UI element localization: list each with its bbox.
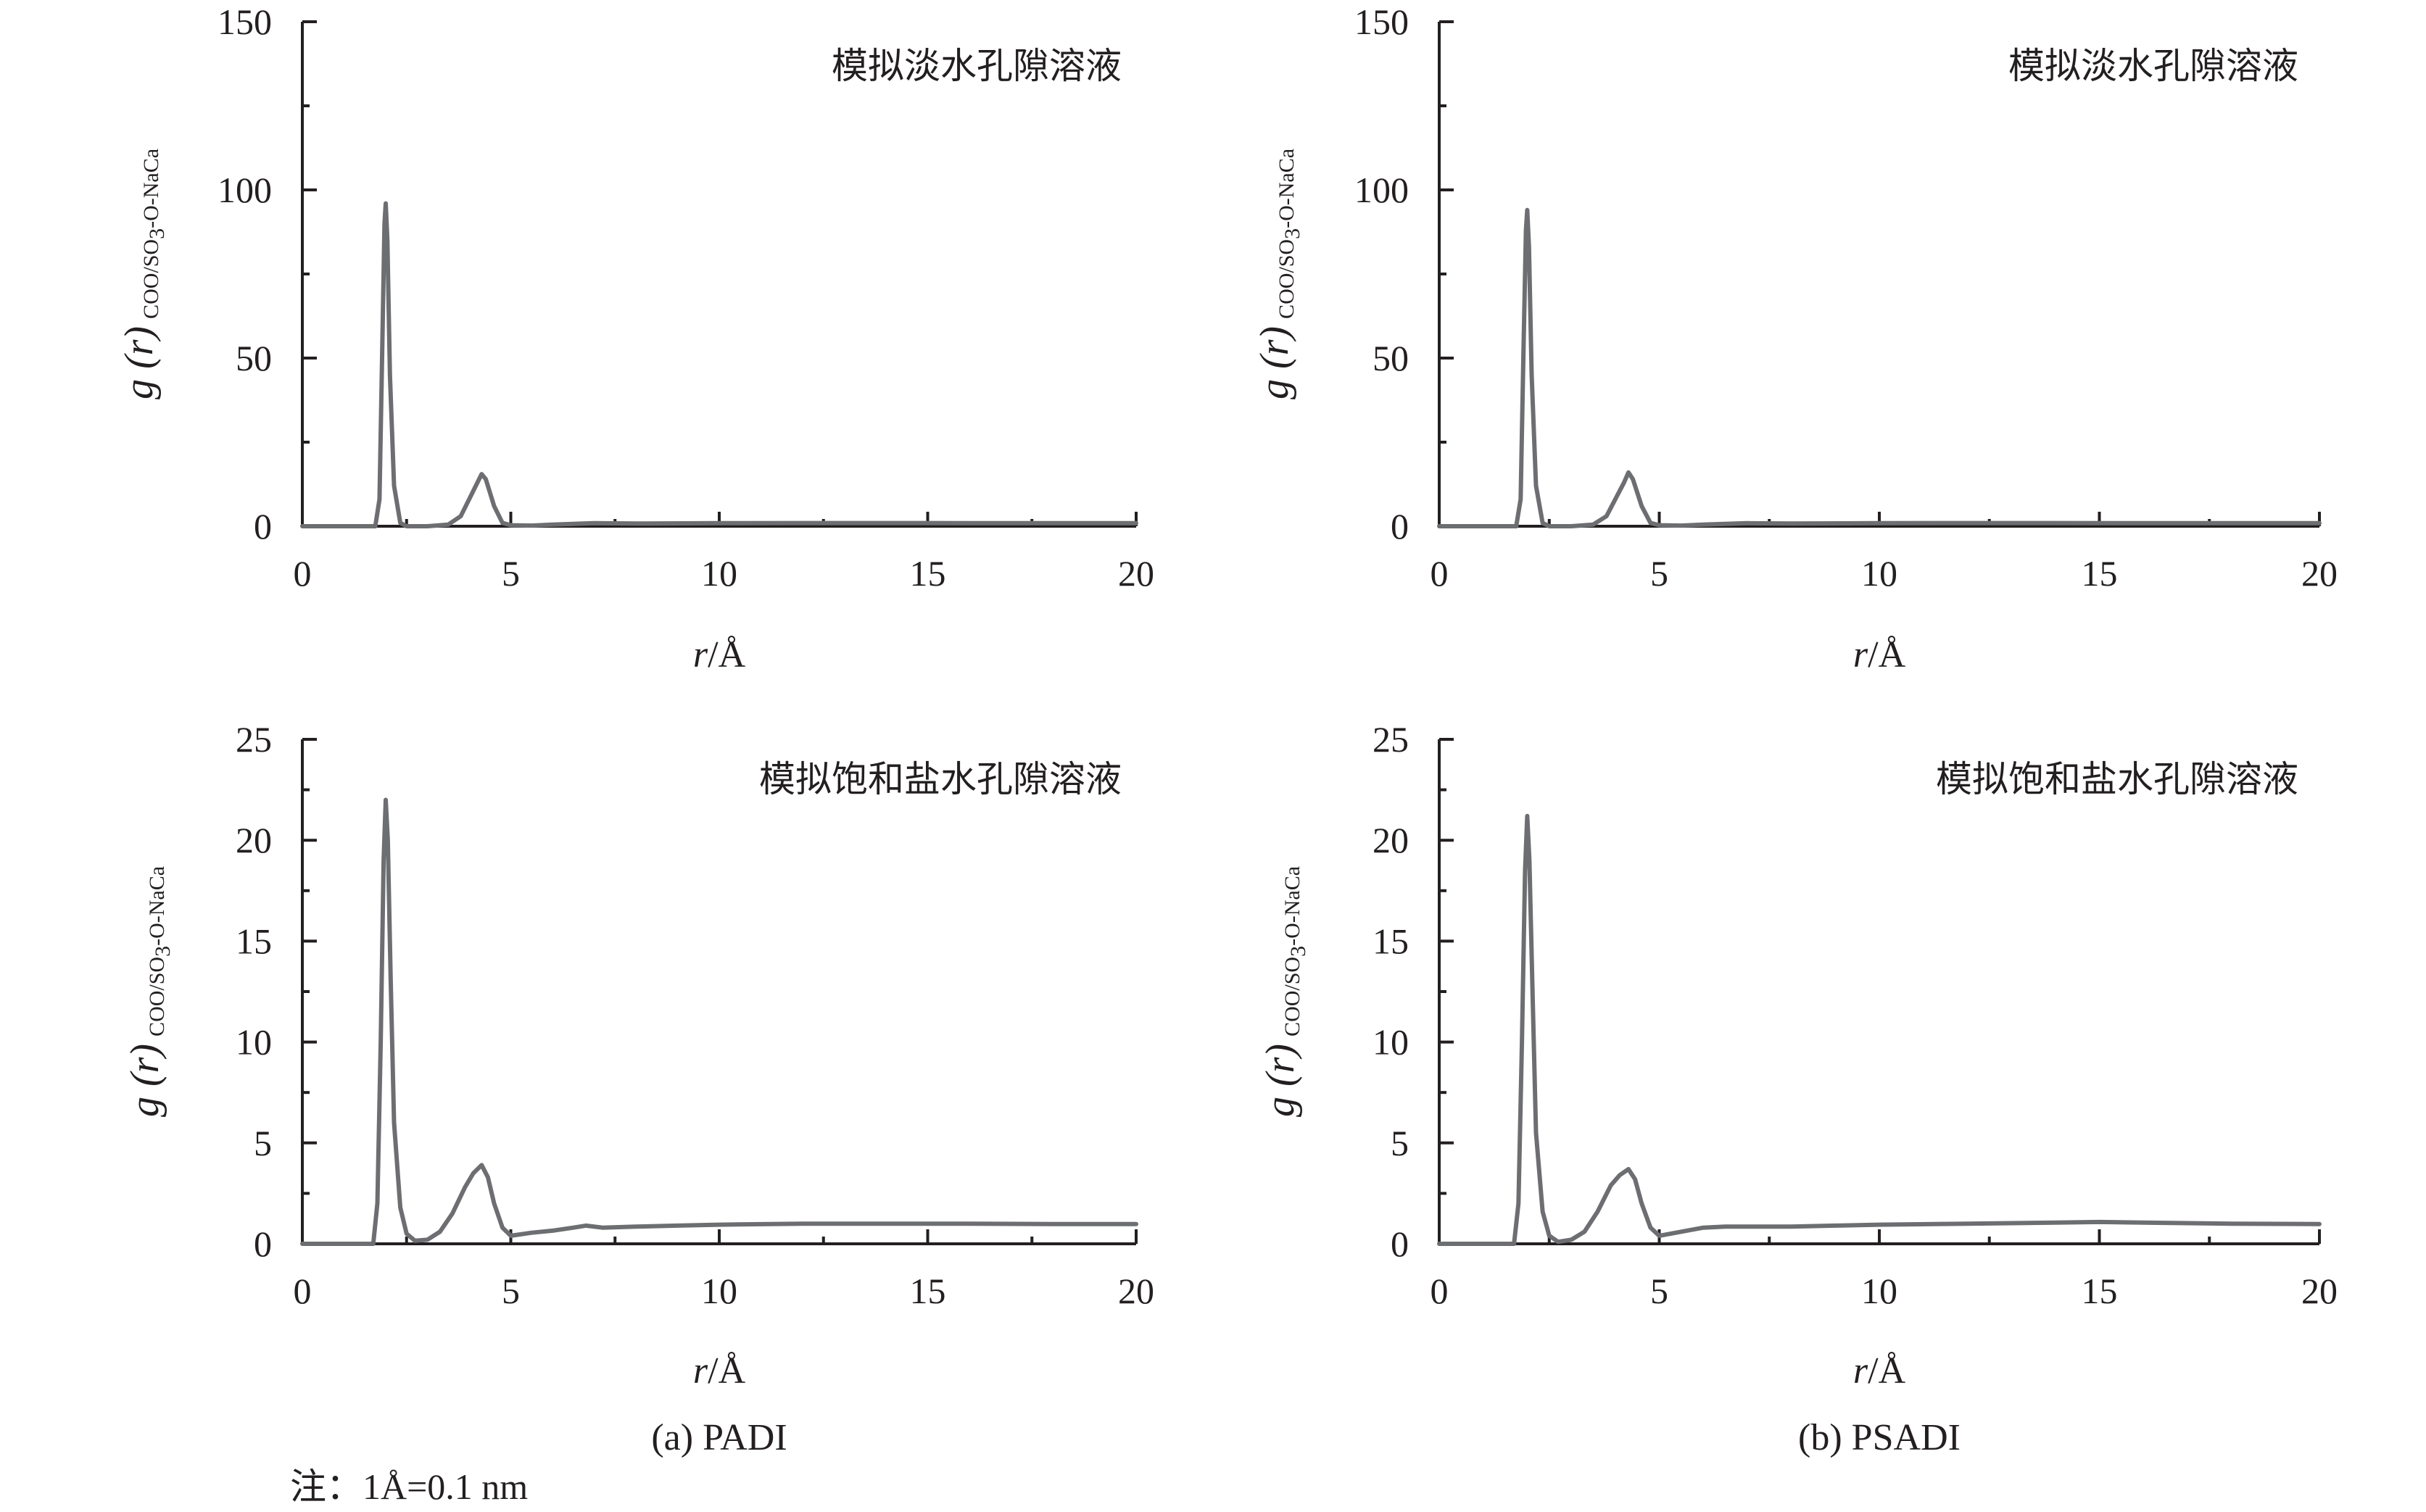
x-tick-label: 15 [2082, 553, 2118, 594]
y-tick-label: 5 [1391, 1123, 1409, 1163]
series-line [300, 201, 1138, 528]
tick-layer: 0 5 10 15 20 0 5 10 15 20 25 [236, 719, 1154, 1311]
series-layer [1437, 207, 2322, 528]
y-tick-label: 100 [1354, 170, 1409, 210]
series-layer [1437, 813, 2322, 1246]
axes-frame [301, 739, 1136, 1245]
y-tick-label: 0 [254, 506, 272, 547]
y-axis-title: g (r)COO/SO3-O-NaCa [117, 149, 169, 399]
tick-layer: 0 5 10 15 20 0 5 10 15 20 25 [1373, 719, 2338, 1311]
x-tick-label: 20 [1118, 553, 1154, 594]
y-tick-label: 15 [236, 921, 272, 961]
x-tick-label: 0 [294, 1271, 312, 1311]
series-layer [300, 201, 1138, 528]
y-tick-label: 15 [1373, 921, 1409, 961]
x-axis-title: r/Å [693, 1350, 746, 1392]
y-axis-title: g (r)COO/SO3-O-NaCa [123, 866, 175, 1117]
x-tick-label: 15 [910, 553, 946, 594]
caption-b: (b) PSADI [1798, 1417, 1961, 1458]
x-tick-label: 10 [701, 553, 737, 594]
y-tick-label: 0 [254, 1224, 272, 1264]
y-tick-label: 10 [1373, 1022, 1409, 1063]
x-tick-label: 5 [502, 553, 520, 594]
panel-b-bottom: 模拟饱和盐水孔隙溶液 0 5 10 15 20 0 5 10 15 20 25 r/Å g (r)C… [1258, 719, 2338, 1392]
series-line [300, 797, 1138, 1246]
x-tick-label: 20 [2301, 1271, 2338, 1311]
x-tick-label: 20 [2301, 553, 2338, 594]
y-tick-label: 150 [1354, 1, 1409, 42]
y-tick-label: 50 [236, 338, 272, 378]
y-tick-label: 100 [218, 170, 272, 210]
y-tick-label: 50 [1373, 338, 1409, 378]
series-line [1437, 813, 2322, 1246]
x-tick-label: 20 [1118, 1271, 1154, 1311]
panel-a-top: 模拟淡水孔隙溶液 0 5 10 15 20 0 50 100 150 r/Å g (r)COO/… [117, 1, 1154, 676]
y-tick-label: 0 [1391, 506, 1409, 547]
x-tick-label: 5 [1650, 1271, 1668, 1311]
y-tick-label: 0 [1391, 1224, 1409, 1264]
series-line [1437, 207, 2322, 528]
x-tick-label: 15 [2082, 1271, 2118, 1311]
x-tick-label: 0 [294, 553, 312, 594]
x-tick-label: 10 [1861, 553, 1897, 594]
x-tick-label: 10 [1861, 1271, 1897, 1311]
x-tick-label: 5 [1650, 553, 1668, 594]
y-tick-label: 150 [218, 1, 272, 42]
axes-frame [1438, 739, 2319, 1245]
panel-b-top: 模拟淡水孔隙溶液 0 5 10 15 20 0 50 100 150 r/Å g (r)COO/… [1252, 1, 2338, 676]
x-axis-title: r/Å [693, 634, 746, 676]
panel-annotation: 模拟饱和盐水孔隙溶液 [1936, 759, 2298, 799]
tick-layer: 0 5 10 15 20 0 50 100 150 [218, 1, 1154, 594]
x-tick-label: 10 [701, 1271, 737, 1311]
x-axis-title: r/Å [1853, 1350, 1906, 1392]
y-tick-label: 25 [1373, 719, 1409, 760]
panel-annotation: 模拟淡水孔隙溶液 [832, 46, 1122, 86]
panel-annotation: 模拟饱和盐水孔隙溶液 [759, 759, 1122, 799]
footnote: 注：1Å=0.1 nm [290, 1466, 528, 1507]
panel-a-bottom: 模拟饱和盐水孔隙溶液 0 5 10 15 20 0 5 10 15 20 25 r/Å g (r)C… [123, 719, 1154, 1392]
axes-frame [301, 22, 1136, 528]
y-axis-title: g (r)COO/SO3-O-NaCa [1252, 149, 1304, 399]
tick-layer: 0 5 10 15 20 0 50 100 150 [1354, 1, 2338, 594]
series-layer [300, 797, 1138, 1246]
y-tick-label: 5 [254, 1123, 272, 1163]
x-tick-label: 15 [910, 1271, 946, 1311]
x-axis-title: r/Å [1853, 634, 1906, 676]
y-axis-title: g (r)COO/SO3-O-NaCa [1258, 866, 1310, 1117]
axes-frame [1438, 22, 2319, 528]
panel-annotation: 模拟淡水孔隙溶液 [2008, 46, 2298, 86]
y-tick-label: 20 [1373, 820, 1409, 860]
y-tick-label: 10 [236, 1022, 272, 1063]
x-tick-label: 0 [1431, 553, 1449, 594]
caption-a: (a) PADI [651, 1417, 787, 1458]
x-tick-label: 5 [502, 1271, 520, 1311]
y-tick-label: 20 [236, 820, 272, 860]
x-tick-label: 0 [1431, 1271, 1449, 1311]
y-tick-label: 25 [236, 719, 272, 760]
